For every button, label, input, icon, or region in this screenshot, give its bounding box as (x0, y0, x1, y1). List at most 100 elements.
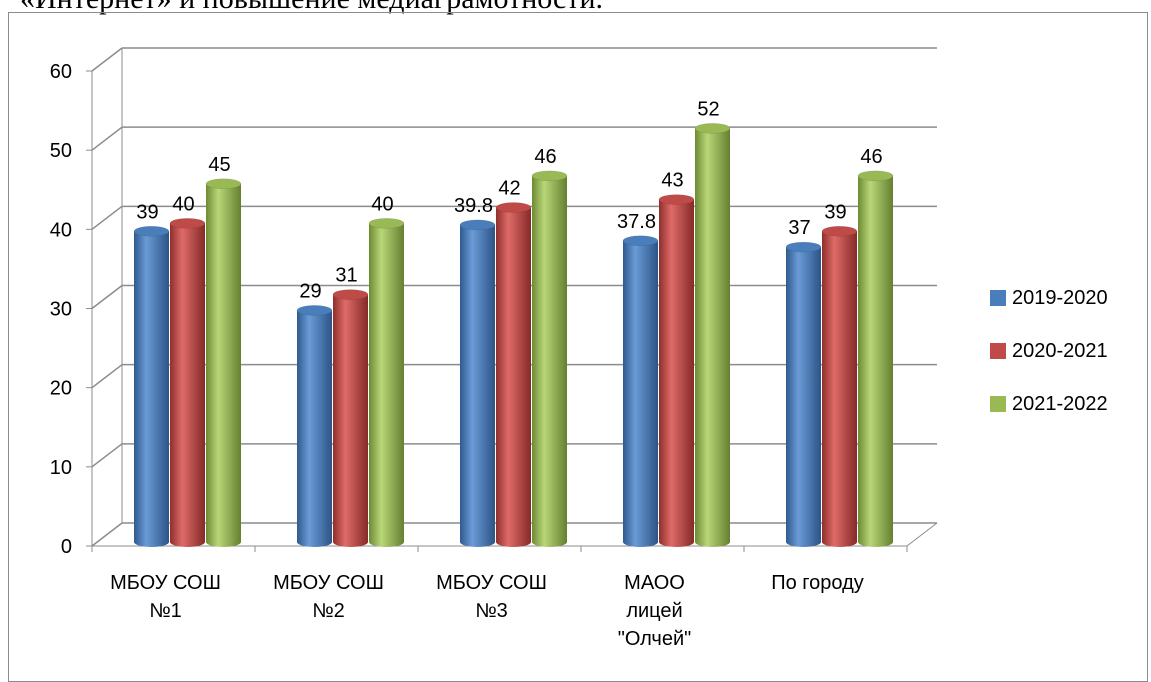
y-tick-label: 50 (50, 140, 72, 162)
bar-top (821, 226, 858, 237)
y-tick-label: 20 (50, 378, 72, 400)
category-label-line: МАОО (624, 572, 685, 594)
gridline-side (91, 47, 123, 72)
gridline-side (91, 284, 123, 310)
bar-top (658, 194, 695, 205)
data-label: 46 (534, 146, 556, 168)
bar (296, 305, 333, 547)
bar-top (133, 226, 170, 237)
gridline-side (91, 364, 123, 389)
category-label-line: №3 (475, 600, 508, 622)
legend-label: 2019-2020 (1012, 286, 1108, 309)
bar-top (785, 241, 822, 253)
category-label-line: МБОУ СОШ (273, 572, 384, 594)
data-label: 43 (661, 170, 683, 192)
bar (368, 218, 405, 548)
legend-swatch (990, 396, 1006, 412)
bar-body (786, 247, 821, 548)
bar-top (205, 178, 242, 189)
data-label: 45 (208, 154, 230, 176)
bar-body (460, 224, 495, 547)
bar (332, 289, 369, 547)
category-label: МБОУ СОШ №1 (110, 572, 221, 622)
category-label-line: "Олчей" (618, 628, 691, 650)
bar-body (623, 240, 658, 547)
bar-top (622, 235, 659, 246)
data-label: 39 (136, 201, 158, 223)
legend: 2019-2020 2020-2021 2021-2022 (990, 285, 1108, 444)
bar-body (858, 175, 893, 548)
legend-swatch (990, 290, 1006, 306)
bar-top (368, 218, 405, 229)
bar-body (297, 310, 332, 547)
data-label: 42 (498, 178, 520, 200)
bar (531, 170, 568, 548)
bar-body (170, 223, 205, 548)
category-label: МАОО лицей "Олчей" (618, 572, 691, 650)
bar (658, 194, 695, 548)
category-label: По городу (771, 572, 864, 594)
bar-top (296, 305, 333, 316)
legend-label: 2020-2021 (1012, 339, 1108, 362)
data-label: 31 (335, 265, 357, 287)
gridline-side (91, 522, 123, 547)
bar-body (496, 207, 531, 547)
bar-body (333, 294, 368, 547)
data-label: 39.8 (454, 195, 493, 217)
data-label: 40 (172, 193, 194, 215)
bar (622, 235, 659, 547)
y-tick-label: 0 (61, 536, 72, 558)
floor-edge (906, 522, 938, 547)
legend-swatch (990, 343, 1006, 359)
chart-bars (133, 123, 894, 548)
y-tick-label: 30 (50, 299, 72, 321)
category-label: МБОУ СОШ №2 (273, 572, 384, 622)
category-label-line: По городу (771, 572, 864, 594)
bar (785, 241, 822, 548)
gridline-side (91, 443, 123, 468)
bar-body (532, 175, 567, 548)
category-label-line: №1 (149, 600, 182, 622)
y-tick-label: 10 (50, 457, 72, 479)
legend-label: 2021-2022 (1012, 392, 1108, 415)
data-label: 46 (860, 146, 882, 168)
category-label-line: МБОУ СОШ (436, 572, 547, 594)
bar-top (694, 123, 731, 134)
data-label: 37 (788, 217, 810, 239)
document-text: «Интернет» и повышение медиаграмотности. (20, 0, 603, 16)
bar-body (206, 183, 241, 547)
gridline-side (91, 126, 123, 151)
legend-item-2019-2020: 2019-2020 (990, 285, 1108, 311)
data-label: 40 (371, 193, 393, 215)
bar (133, 226, 170, 547)
bar-body (695, 128, 730, 548)
bar-top (169, 218, 206, 229)
bar (495, 202, 532, 547)
category-label-line: №2 (312, 600, 345, 622)
legend-item-2021-2022: 2021-2022 (990, 391, 1108, 417)
bar (205, 178, 242, 547)
bar (459, 219, 496, 547)
category-label-line: МБОУ СОШ (110, 572, 221, 594)
bar-body (369, 223, 404, 548)
chart-labels: 39 40 45 29 31 40 39.842 46 37.843 52 37 39 46 (136, 98, 882, 302)
bar-top (531, 170, 568, 182)
data-label: 29 (299, 280, 321, 302)
bar (821, 226, 858, 547)
y-tick-label: 60 (50, 61, 72, 83)
bar (857, 170, 894, 548)
bar-top (857, 170, 894, 182)
category-label: МБОУ СОШ №3 (436, 572, 547, 622)
data-label: 39 (824, 201, 846, 223)
data-label: 37.8 (617, 211, 656, 233)
bar-top (495, 202, 532, 213)
legend-item-2020-2021: 2020-2021 (990, 338, 1108, 364)
category-label-line: лицей (626, 600, 682, 622)
bar (694, 123, 731, 548)
bar (169, 218, 206, 548)
y-tick-label: 40 (50, 219, 72, 241)
gridline-side (91, 205, 123, 230)
bar-body (134, 231, 169, 547)
bar-body (822, 231, 857, 547)
